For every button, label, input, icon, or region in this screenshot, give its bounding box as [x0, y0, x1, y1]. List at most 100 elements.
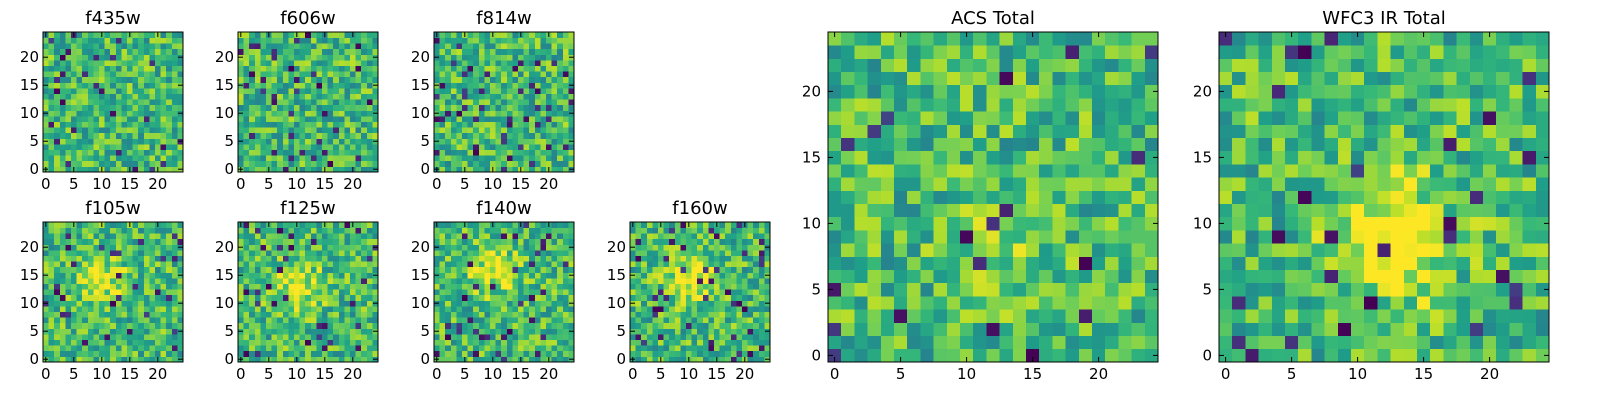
heatmap-cell	[299, 339, 306, 346]
heatmap-cell	[462, 43, 468, 50]
heatmap-cell	[155, 339, 161, 346]
heatmap-cell	[249, 233, 256, 240]
heatmap-cell	[484, 93, 491, 100]
heatmap-cell	[501, 250, 508, 256]
heatmap-cell	[725, 356, 732, 363]
heatmap-cell	[254, 255, 261, 262]
heatmap-cell	[166, 261, 173, 268]
x-tick-label: 20	[343, 365, 362, 383]
heatmap-cell	[110, 88, 117, 94]
heatmap-cell	[322, 60, 328, 66]
heatmap-cell	[999, 335, 1014, 350]
heatmap-cell	[366, 311, 373, 318]
heatmap-cell	[764, 339, 771, 346]
heatmap-cell	[562, 76, 569, 83]
heatmap-cell	[104, 283, 111, 290]
heatmap-cell	[540, 317, 547, 324]
heatmap-cell	[282, 76, 289, 83]
heatmap-cell	[708, 322, 715, 329]
heatmap-cell	[104, 71, 111, 78]
heatmap-cell	[121, 311, 128, 318]
heatmap-cell	[93, 104, 100, 111]
heatmap-cell	[254, 88, 261, 94]
y-tick-label: 15	[607, 266, 626, 284]
heatmap-cell	[986, 177, 1000, 191]
heatmap-cell	[534, 238, 541, 245]
heatmap-cell	[557, 48, 564, 55]
heatmap-cell	[93, 227, 100, 234]
heatmap-cell	[87, 43, 94, 50]
heatmap-cell	[288, 149, 295, 156]
heatmap-cell	[697, 294, 704, 301]
heatmap-cell	[506, 32, 513, 38]
heatmap-cell	[127, 278, 133, 284]
heatmap-cell	[149, 317, 156, 324]
heatmap-cell	[518, 99, 524, 106]
heatmap-cell	[282, 127, 289, 134]
heatmap-cell	[288, 289, 295, 296]
heatmap-cell	[76, 88, 83, 94]
heatmap-cell	[495, 32, 502, 38]
heatmap-cell	[518, 322, 524, 329]
heatmap-cell	[742, 300, 748, 307]
heatmap-cell	[48, 149, 55, 156]
heatmap-cell	[338, 272, 345, 279]
heatmap-cell	[87, 261, 94, 268]
heatmap-cell	[450, 93, 457, 100]
heatmap-cell	[646, 233, 653, 240]
heatmap-cell	[462, 149, 468, 156]
heatmap-cell	[361, 43, 368, 50]
heatmap-cell	[115, 317, 122, 324]
heatmap-cell	[110, 82, 117, 89]
heatmap-cell	[747, 350, 754, 357]
heatmap-cell	[473, 43, 480, 50]
heatmap-cell	[540, 294, 547, 301]
heatmap-cell	[115, 350, 122, 357]
heatmap-cell	[271, 82, 278, 89]
heatmap-cell	[54, 32, 61, 38]
heatmap-cell	[310, 76, 317, 83]
heatmap-cell	[282, 278, 289, 284]
heatmap-cell	[155, 88, 161, 94]
heatmap-cell	[288, 121, 295, 128]
heatmap-cell	[557, 60, 564, 66]
heatmap-cell	[177, 149, 184, 156]
heatmap-cell	[149, 238, 156, 245]
heatmap-cell	[288, 339, 295, 346]
heatmap-cell	[758, 339, 765, 346]
heatmap-cell	[65, 116, 72, 122]
heatmap-cell	[758, 311, 765, 318]
heatmap-cell	[456, 250, 463, 256]
heatmap-cell	[322, 300, 328, 307]
x-tick-label: 5	[460, 365, 470, 383]
heatmap-cell	[736, 289, 743, 296]
heatmap-cell	[501, 110, 508, 117]
heatmap-cell	[59, 339, 66, 346]
heatmap-cell	[277, 127, 284, 134]
heatmap-cell	[742, 238, 748, 245]
heatmap-cell	[355, 334, 362, 340]
heatmap-cell	[366, 317, 373, 324]
heatmap-cell	[534, 127, 541, 134]
heatmap-cell	[127, 272, 133, 279]
heatmap-cell	[149, 82, 156, 89]
heatmap-cell	[512, 155, 519, 162]
heatmap-cell	[434, 227, 440, 234]
heatmap-cell	[59, 104, 66, 111]
heatmap-cell	[439, 160, 446, 167]
heatmap-cell	[434, 334, 440, 340]
heatmap-cell	[127, 121, 133, 128]
heatmap-cell	[155, 322, 161, 329]
heatmap-cell	[764, 233, 771, 240]
heatmap-cell	[65, 322, 72, 329]
heatmap-cell	[658, 300, 664, 307]
heatmap-cell	[344, 127, 351, 134]
heatmap-cell	[294, 71, 300, 78]
heatmap-cell	[177, 339, 184, 346]
heatmap-cell	[674, 283, 681, 290]
heatmap-cell	[355, 110, 362, 117]
heatmap-cell	[646, 238, 653, 245]
heatmap-cell	[121, 345, 128, 352]
heatmap-cell	[43, 93, 49, 100]
heatmap-cell	[973, 348, 987, 363]
